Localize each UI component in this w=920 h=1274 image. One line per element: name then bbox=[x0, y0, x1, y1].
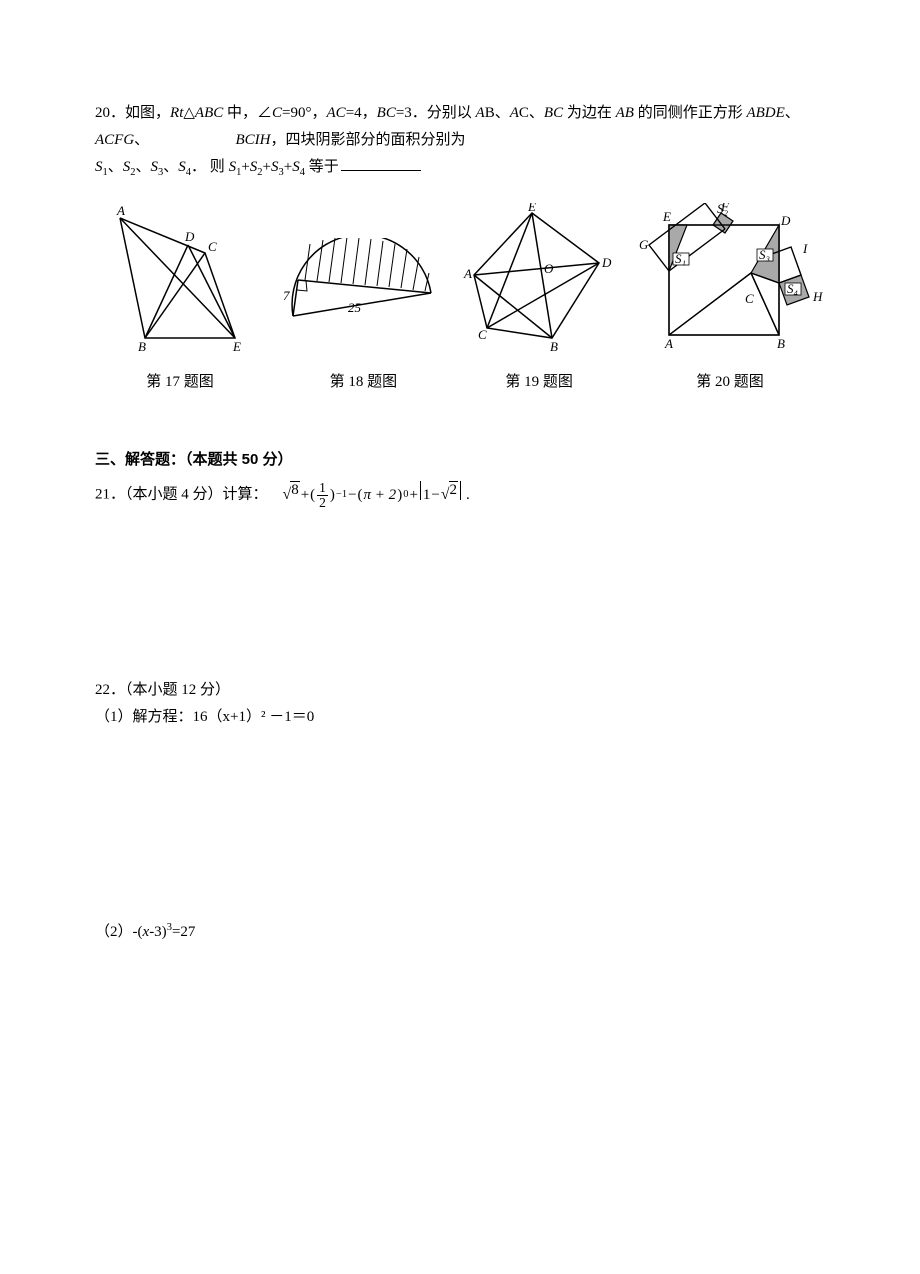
svg-text:E: E bbox=[232, 339, 241, 353]
figures-row: A B C D E bbox=[95, 203, 825, 363]
svg-text:7: 7 bbox=[283, 288, 290, 303]
svg-text:25: 25 bbox=[348, 300, 362, 315]
svg-text:D: D bbox=[184, 229, 195, 244]
problem-20: 20．如图，Rt△ABC 中，∠C=90°，AC=4，BC=3．分别以 AB、A… bbox=[95, 100, 825, 183]
svg-text:D: D bbox=[780, 213, 791, 228]
svg-text:S₄: S₄ bbox=[787, 281, 799, 296]
q22-number: 22． bbox=[95, 682, 125, 698]
blank-answer bbox=[341, 170, 421, 171]
svg-text:A: A bbox=[116, 203, 125, 218]
problem-21: 21．（本小题 4 分）计算： √8 + (12)−1 − (π + 2)0 +… bbox=[95, 481, 825, 509]
fig18-svg: 7 25 bbox=[283, 238, 443, 353]
caption-18: 第 18 题图 bbox=[283, 369, 443, 396]
q21-number: 21． bbox=[95, 487, 125, 503]
svg-text:A: A bbox=[664, 336, 673, 351]
svg-text:A: A bbox=[463, 266, 472, 281]
svg-text:S₃: S₃ bbox=[759, 247, 770, 262]
svg-text:C: C bbox=[208, 239, 217, 254]
figure-19: A B C D E O bbox=[462, 203, 617, 363]
q21-formula: √8 + (12)−1 − (π + 2)0 + 1−√2 . bbox=[283, 481, 470, 509]
caption-20: 第 20 题图 bbox=[635, 369, 825, 396]
svg-text:H: H bbox=[812, 289, 823, 304]
svg-text:C: C bbox=[478, 327, 487, 342]
caption-17: 第 17 题图 bbox=[95, 369, 265, 396]
figure-17: A B C D E bbox=[95, 203, 265, 363]
svg-text:E: E bbox=[527, 203, 536, 214]
fig20-svg: S₁ S₂ S₃ S₄ A B C D E F G H I bbox=[635, 203, 825, 353]
svg-text:B: B bbox=[550, 339, 558, 353]
svg-text:E: E bbox=[662, 209, 671, 224]
problem-22-part2: （2）-(x-3)3=27 bbox=[95, 919, 825, 946]
fig17-svg: A B C D E bbox=[95, 203, 265, 353]
svg-text:I: I bbox=[802, 241, 808, 256]
svg-text:D: D bbox=[601, 255, 612, 270]
svg-text:B: B bbox=[777, 336, 785, 351]
q22-part1: （1）解方程：16（x+1）² －1＝0 bbox=[95, 709, 314, 725]
svg-text:S₁: S₁ bbox=[675, 251, 686, 266]
svg-text:C: C bbox=[745, 291, 754, 306]
fig19-svg: A B C D E O bbox=[462, 203, 617, 353]
svg-text:B: B bbox=[138, 339, 146, 353]
svg-text:F: F bbox=[720, 203, 730, 214]
svg-text:O: O bbox=[544, 261, 554, 276]
q20-number: 20． bbox=[95, 105, 125, 121]
caption-row: 第 17 题图 第 18 题图 第 19 题图 第 20 题图 bbox=[95, 369, 825, 396]
section-3-title: 三、解答题：（本题共 50 分） bbox=[95, 446, 825, 473]
figure-18: 7 25 bbox=[283, 238, 443, 363]
caption-19: 第 19 题图 bbox=[462, 369, 617, 396]
figure-20: S₁ S₂ S₃ S₄ A B C D E F G H I bbox=[635, 203, 825, 363]
problem-22: 22．（本小题 12 分） （1）解方程：16（x+1）² －1＝0 bbox=[95, 677, 825, 731]
svg-text:G: G bbox=[639, 237, 649, 252]
